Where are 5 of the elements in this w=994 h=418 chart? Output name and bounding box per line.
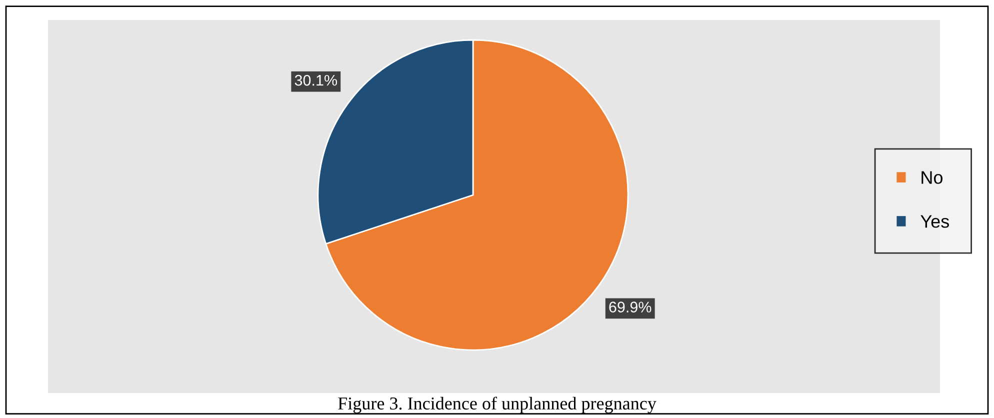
legend-label: Yes: [920, 215, 949, 228]
data-label: 30.1%: [294, 74, 338, 86]
data-label: 69.9%: [609, 302, 652, 312]
legend-label: No: [922, 171, 942, 184]
caption: Figure 3. Incidence of unplanned pregnancy: [338, 396, 656, 414]
